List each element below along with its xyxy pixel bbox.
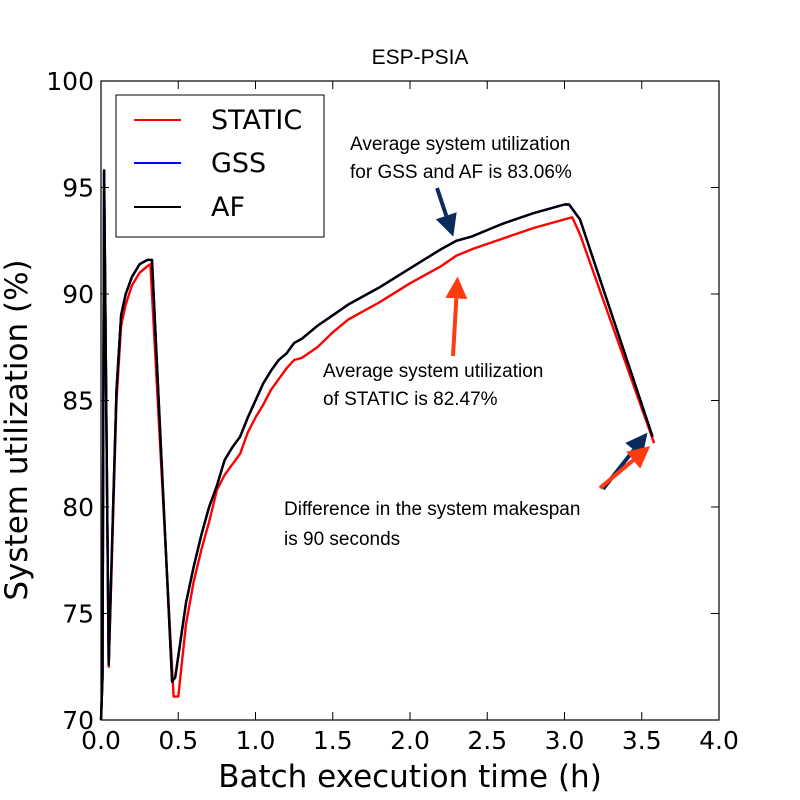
x-tick-label: 1.0 (236, 726, 276, 755)
annotation-static-line1: Average system utilization (323, 361, 543, 382)
arrow-gss-af-shaft (435, 187, 449, 217)
arrow-gss-af (435, 187, 457, 237)
chart-title: ESP-PSIA (372, 46, 469, 69)
arrow-makespan-static-shaft (598, 458, 635, 490)
x-tick-label: 3.5 (622, 726, 662, 755)
legend: STATIC GSS AF (115, 94, 325, 238)
x-tick-label: 4.0 (699, 726, 739, 755)
arrow-static (445, 276, 468, 357)
arrow-static-head (445, 276, 468, 300)
annotation-makespan-line1: Difference in the system makespan (284, 499, 580, 520)
legend-label-gss: GSS (211, 148, 266, 179)
y-tick-label: 70 (62, 706, 94, 735)
y-tick-label: 100 (46, 67, 94, 96)
y-tick-label: 80 (62, 493, 94, 522)
x-tick-label: 0.5 (158, 726, 198, 755)
series-line-af (99, 169, 654, 721)
legend-label-af: AF (211, 192, 245, 223)
y-tick-label: 90 (62, 280, 94, 309)
arrow-makespan-static-head (626, 446, 651, 469)
series-line-static (99, 169, 656, 721)
annotation-gss-af-line2: for GSS and AF is 83.06% (350, 162, 572, 183)
arrow-gss-af-head (435, 212, 457, 237)
x-tick-label: 3.0 (545, 726, 585, 755)
x-axis-label: Batch execution time (h) (218, 759, 602, 795)
arrow-static-shaft (451, 298, 459, 357)
y-tick-label: 95 (62, 174, 94, 203)
annotation-gss-af-line1: Average system utilization (350, 134, 570, 155)
y-axis-label: System utilization (%) (0, 259, 35, 600)
legend-box (115, 94, 325, 238)
x-tick-label: 2.0 (390, 726, 430, 755)
annotation-static-line2: of STATIC is 82.47% (323, 389, 498, 410)
series-layer (99, 169, 656, 721)
annotation-arrows (435, 187, 651, 491)
annotation-makespan: Difference in the system makespan is 90 … (284, 499, 580, 550)
legend-label-static: STATIC (211, 105, 302, 136)
x-axis-ticks: 0.0 0.5 1.0 1.5 2.0 2.5 3.0 3.5 4.0 (81, 81, 739, 755)
x-tick-label: 1.5 (313, 726, 353, 755)
x-tick-label: 0.0 (81, 726, 121, 755)
x-tick-label: 2.5 (467, 726, 507, 755)
annotation-static: Average system utilization of STATIC is … (323, 361, 543, 410)
arrow-makespan-static (598, 446, 651, 490)
y-tick-label: 75 (62, 600, 94, 629)
y-tick-label: 85 (62, 387, 94, 416)
y-axis-ticks: 70 75 80 85 90 95 100 (46, 67, 719, 735)
annotation-gss-af: Average system utilization for GSS and A… (350, 134, 572, 183)
annotation-makespan-line2: is 90 seconds (284, 529, 400, 550)
